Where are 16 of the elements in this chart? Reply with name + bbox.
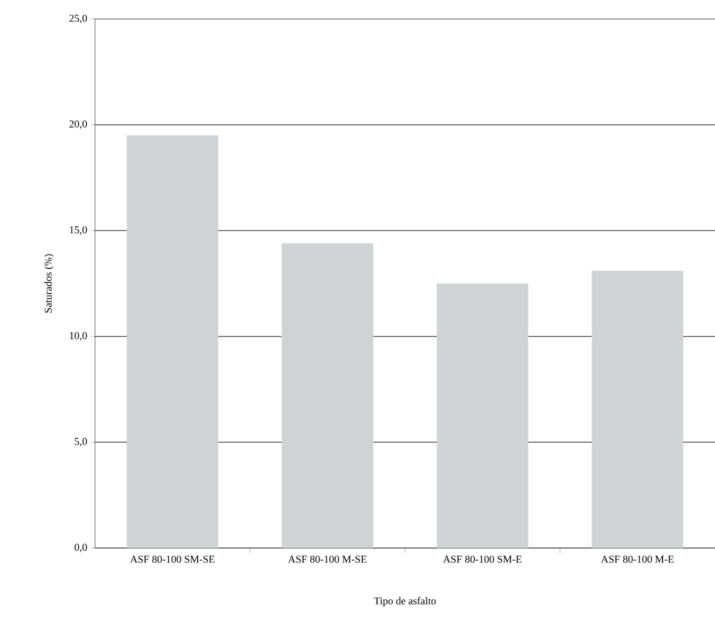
y-tick-label: 25,0 [69,14,87,24]
x-axis-title: Tipo de asfalto [374,596,436,606]
bar [126,135,218,548]
x-tick-label: ASF 80-100 M-E [600,556,674,563]
y-tick-label: 20,0 [69,120,87,130]
x-tick-label: ASF 80-100 SM-SE [130,556,214,563]
y-tick-label: 15,0 [70,226,87,235]
y-tick-label: 5,0 [74,438,87,446]
bar [592,270,684,548]
y-axis-title: Saturados (%) [44,254,54,313]
y-tick-label: 0,0 [74,544,87,552]
bar [282,243,374,548]
y-tick-label: 10,0 [70,332,87,341]
x-tick-label: ASF 80-100 SM-E [443,556,522,563]
bar [436,283,528,548]
x-tick-label: ASF 80-100 M-SE [288,556,366,563]
